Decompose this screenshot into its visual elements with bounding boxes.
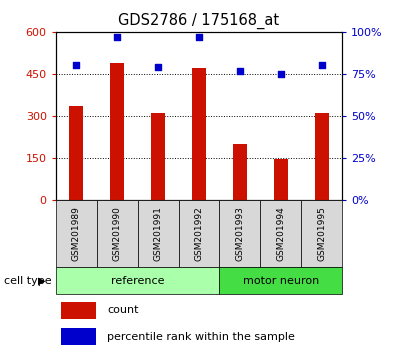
Bar [151,113,165,200]
Bar [274,159,288,200]
Point [196,34,202,40]
Point [278,71,284,77]
Text: GSM201989: GSM201989 [72,206,81,261]
Bar [301,200,342,267]
Bar [138,200,179,267]
Bar [315,113,329,200]
Text: GSM201994: GSM201994 [276,206,285,261]
Text: count: count [107,305,139,315]
Bar [61,328,96,345]
Text: cell type: cell type [4,275,52,286]
Text: GSM201992: GSM201992 [195,206,203,261]
Bar [233,144,247,200]
Text: GSM201991: GSM201991 [154,206,162,261]
Text: percentile rank within the sample: percentile rank within the sample [107,332,295,342]
Point [237,68,243,73]
Text: reference: reference [111,275,164,286]
Point [155,64,161,70]
Bar [56,200,97,267]
Text: ▶: ▶ [38,275,45,286]
Bar [110,63,124,200]
Bar [260,200,301,267]
Bar [61,302,96,319]
Bar [97,200,138,267]
Bar [219,200,260,267]
Bar [69,106,83,200]
Bar [56,267,219,294]
Text: GSM201993: GSM201993 [236,206,244,261]
Text: motor neuron: motor neuron [243,275,319,286]
Point [319,63,325,68]
Bar [179,200,219,267]
Bar [219,267,342,294]
Text: GSM201995: GSM201995 [317,206,326,261]
Point [114,34,120,40]
Bar [192,68,206,200]
Text: GDS2786 / 175168_at: GDS2786 / 175168_at [119,12,279,29]
Point [73,63,79,68]
Text: GSM201990: GSM201990 [113,206,122,261]
